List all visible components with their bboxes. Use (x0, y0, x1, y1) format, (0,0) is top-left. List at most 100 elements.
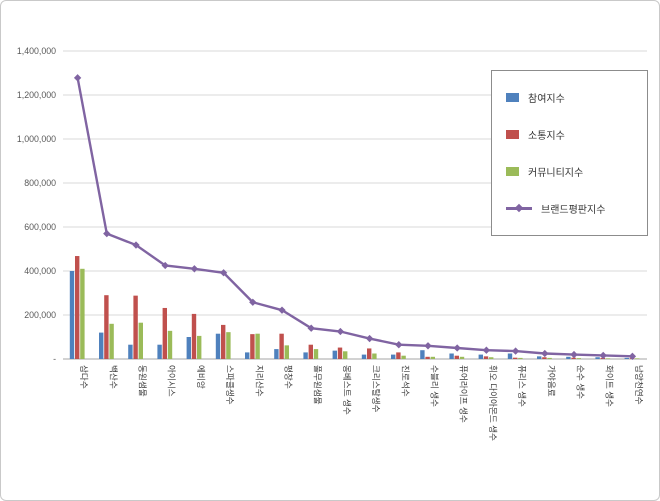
bar (489, 357, 494, 359)
line-point (73, 74, 82, 82)
bar (104, 295, 109, 359)
legend-item-communication-index: 소통지수 (506, 127, 641, 142)
line-point (103, 229, 111, 238)
bar (303, 352, 308, 359)
bar (157, 344, 162, 359)
bar (138, 322, 143, 359)
line-point (453, 344, 461, 352)
x-category-label: 풀무원샘물 (313, 365, 323, 405)
bar (367, 348, 372, 359)
bar (332, 350, 337, 359)
y-tick-label: 600,000 (24, 222, 56, 232)
line-point (190, 265, 199, 273)
bar (133, 295, 138, 359)
bar (343, 351, 348, 359)
bar (483, 356, 489, 359)
line-point (570, 350, 578, 359)
bar (337, 347, 343, 359)
bar (566, 356, 571, 359)
y-tick-label: 1,400,000 (17, 46, 56, 56)
bar (128, 344, 133, 359)
x-category-label: 평창수 (284, 365, 294, 389)
x-category-label: 동원샘물 (138, 365, 148, 397)
x-category-label: 휘오 다이아몬드 생수 (488, 365, 498, 441)
legend-item-participation-index: 참여지수 (506, 90, 641, 105)
bar (372, 353, 377, 359)
x-category-label: 순수 생수 (576, 365, 586, 399)
bar (518, 357, 523, 359)
legend-line-marker-icon (506, 207, 532, 210)
legend-label: 브랜드평판지수 (541, 205, 606, 216)
bar (478, 354, 483, 359)
legend-item-brand-reputation-index: 브랜드평판지수 (506, 201, 641, 216)
bar (513, 357, 518, 359)
line-point (278, 306, 286, 314)
line-point (161, 261, 169, 270)
bar (396, 352, 401, 359)
x-category-label: 아이시스 (167, 365, 177, 397)
line-point (599, 351, 607, 360)
bar (69, 271, 75, 359)
line-point (511, 347, 520, 355)
bar (420, 350, 425, 359)
x-category-label: 퓨어라이프 생수 (459, 365, 469, 423)
bar (186, 337, 191, 359)
line-point (482, 346, 491, 354)
legend-bar-swatch-icon (506, 130, 519, 139)
x-category-label: 크리스탈생수 (371, 365, 381, 413)
bar (425, 356, 430, 359)
bar (430, 356, 435, 359)
x-category-label: 몽베스트 생수 (342, 365, 352, 415)
bar (197, 335, 202, 359)
bar (215, 333, 221, 359)
y-tick-label: 1,000,000 (17, 134, 56, 144)
bar (80, 268, 85, 359)
bar (226, 332, 231, 359)
y-tick-label: 400,000 (24, 266, 56, 276)
bar (391, 354, 396, 359)
bar (109, 323, 114, 359)
line-series (76, 77, 633, 358)
bar (308, 344, 313, 359)
line-point (219, 269, 228, 277)
x-category-label: 가야음료 (546, 365, 556, 397)
bar (191, 313, 197, 359)
bar (595, 357, 600, 359)
x-category-label: 진로석수 (400, 365, 410, 397)
x-category-label: 백산수 (108, 365, 118, 389)
bar (99, 332, 104, 359)
legend-bar-swatch-icon (506, 93, 519, 102)
line-point (541, 349, 549, 358)
line-point (336, 327, 345, 336)
x-category-label: 퓨리스 생수 (517, 365, 527, 407)
bar (542, 357, 547, 359)
bar (313, 349, 319, 359)
bar (250, 334, 255, 359)
x-category-label: 화이트 생수 (605, 365, 615, 407)
bar (274, 349, 279, 359)
y-tick-label: - (53, 354, 56, 364)
line-point (307, 324, 315, 332)
line-point (365, 334, 374, 343)
bar (507, 353, 513, 359)
bar (547, 357, 552, 359)
bar (459, 356, 465, 359)
bar (571, 357, 576, 359)
bar (245, 352, 250, 359)
bar (221, 324, 226, 359)
bar (449, 353, 454, 359)
x-category-label: 지리산수 (254, 365, 264, 397)
legend-item-community-index: 커뮤니티지수 (506, 164, 641, 179)
bar (624, 357, 629, 359)
bar (167, 330, 173, 359)
bar (401, 355, 406, 359)
legend-label: 커뮤니티지수 (528, 168, 584, 179)
line-point (424, 342, 432, 350)
legend-label: 참여지수 (528, 94, 565, 105)
line-point (628, 352, 637, 361)
bar (605, 358, 611, 359)
y-tick-label: 800,000 (24, 178, 56, 188)
bar (361, 354, 367, 359)
